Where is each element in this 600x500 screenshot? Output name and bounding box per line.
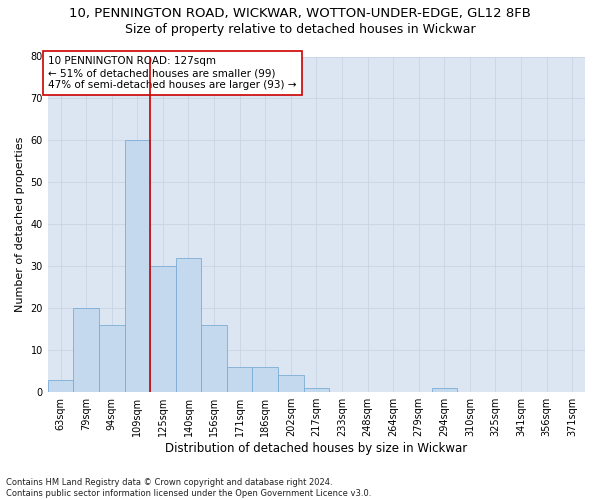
- Bar: [99, 325, 125, 392]
- Bar: [73, 308, 99, 392]
- Bar: [48, 380, 73, 392]
- Bar: [125, 140, 150, 392]
- Text: Contains HM Land Registry data © Crown copyright and database right 2024.
Contai: Contains HM Land Registry data © Crown c…: [6, 478, 371, 498]
- Bar: [253, 367, 278, 392]
- Text: Size of property relative to detached houses in Wickwar: Size of property relative to detached ho…: [125, 22, 475, 36]
- Bar: [227, 367, 253, 392]
- Bar: [150, 266, 176, 392]
- Bar: [278, 376, 304, 392]
- X-axis label: Distribution of detached houses by size in Wickwar: Distribution of detached houses by size …: [165, 442, 467, 455]
- Bar: [304, 388, 329, 392]
- Text: 10, PENNINGTON ROAD, WICKWAR, WOTTON-UNDER-EDGE, GL12 8FB: 10, PENNINGTON ROAD, WICKWAR, WOTTON-UND…: [69, 8, 531, 20]
- Bar: [201, 325, 227, 392]
- Bar: [431, 388, 457, 392]
- Y-axis label: Number of detached properties: Number of detached properties: [15, 136, 25, 312]
- Text: 10 PENNINGTON ROAD: 127sqm
← 51% of detached houses are smaller (99)
47% of semi: 10 PENNINGTON ROAD: 127sqm ← 51% of deta…: [48, 56, 296, 90]
- Bar: [176, 258, 201, 392]
